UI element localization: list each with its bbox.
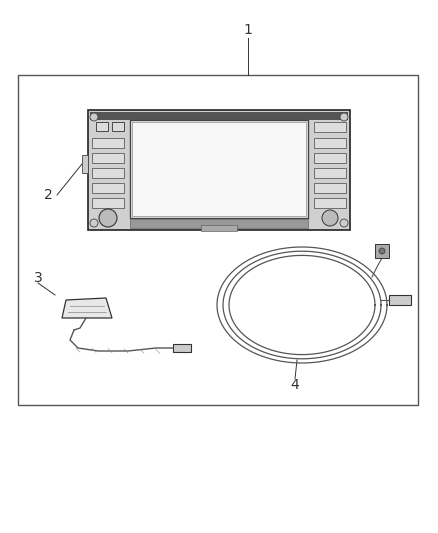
Bar <box>112 122 124 131</box>
Bar <box>88 110 350 230</box>
Circle shape <box>340 219 348 227</box>
Bar <box>314 198 346 208</box>
Bar <box>201 225 237 231</box>
Circle shape <box>99 209 117 227</box>
Text: 4: 4 <box>291 378 300 392</box>
Bar <box>18 75 418 405</box>
Bar <box>130 219 308 228</box>
Bar <box>132 122 306 216</box>
Bar <box>314 138 346 148</box>
Polygon shape <box>62 298 112 318</box>
Polygon shape <box>375 244 389 258</box>
Bar <box>92 138 124 148</box>
Bar <box>314 153 346 163</box>
Bar <box>173 344 191 352</box>
Bar <box>82 155 88 173</box>
Bar <box>314 168 346 178</box>
Bar <box>92 198 124 208</box>
Text: 2: 2 <box>44 188 53 202</box>
Bar <box>389 295 411 305</box>
Text: 1: 1 <box>244 23 252 37</box>
Bar <box>96 122 108 131</box>
Bar <box>92 153 124 163</box>
Bar <box>92 183 124 193</box>
Circle shape <box>340 113 348 121</box>
Bar <box>130 120 308 218</box>
Bar <box>92 168 124 178</box>
Circle shape <box>90 219 98 227</box>
Bar <box>314 183 346 193</box>
Bar <box>314 122 346 132</box>
Text: 3: 3 <box>34 271 42 285</box>
Circle shape <box>379 248 385 254</box>
Circle shape <box>90 113 98 121</box>
Bar <box>90 112 348 120</box>
Circle shape <box>322 210 338 226</box>
